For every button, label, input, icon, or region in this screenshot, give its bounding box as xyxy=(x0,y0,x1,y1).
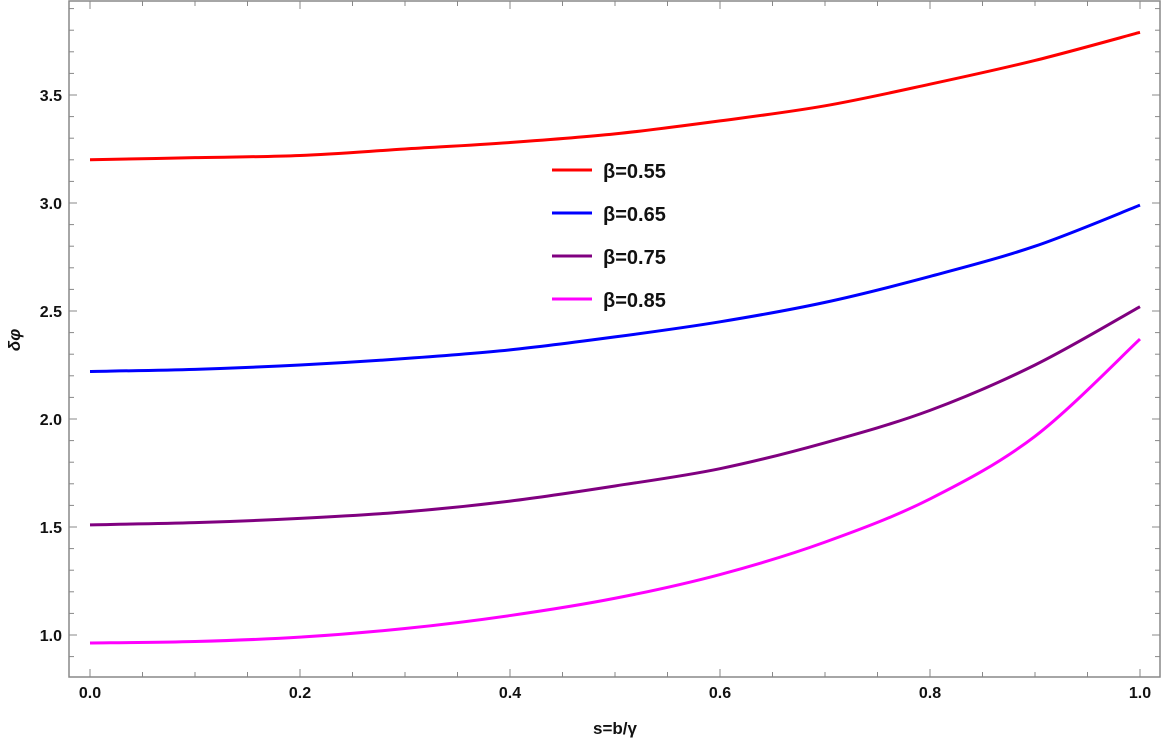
legend: β=0.55 β=0.65 β=0.75 β=0.85 xyxy=(552,161,666,312)
plot-frame xyxy=(68,0,1161,678)
plot-border xyxy=(68,0,1161,678)
legend-label-4: β=0.85 xyxy=(603,290,666,312)
x-axis-label: s=b/γ xyxy=(593,719,637,738)
x-tick-label: 0.0 xyxy=(79,685,101,702)
legend-label-1: β=0.55 xyxy=(603,161,666,183)
y-tick-label: 1.0 xyxy=(40,628,62,645)
series-line-1 xyxy=(89,30,1141,162)
x-tick-label: 0.2 xyxy=(289,685,311,702)
axis-ticks: 0.0 0.2 0.4 0.6 0.8 1.0 1.0 1.5 2.0 2.5 3.0 3.5 xyxy=(40,1,1160,702)
series-lines xyxy=(89,30,1142,645)
y-tick-label: 3.5 xyxy=(40,88,62,105)
series-line-3 xyxy=(89,305,1141,527)
y-tick-label: 2.5 xyxy=(40,304,62,321)
y-tick-label: 1.5 xyxy=(40,520,62,537)
x-tick-label: 0.8 xyxy=(919,685,941,702)
x-tick-label: 0.4 xyxy=(499,685,521,702)
y-tick-label: 2.0 xyxy=(40,412,62,429)
legend-label-2: β=0.65 xyxy=(603,204,666,226)
series-line-4 xyxy=(89,337,1142,645)
y-axis-label: δφ xyxy=(5,329,24,351)
x-tick-label: 0.6 xyxy=(709,685,731,702)
legend-label-3: β=0.75 xyxy=(603,247,666,269)
series-line-2 xyxy=(89,203,1141,373)
y-tick-label: 3.0 xyxy=(40,196,62,213)
x-tick-label: 1.0 xyxy=(1129,685,1151,702)
